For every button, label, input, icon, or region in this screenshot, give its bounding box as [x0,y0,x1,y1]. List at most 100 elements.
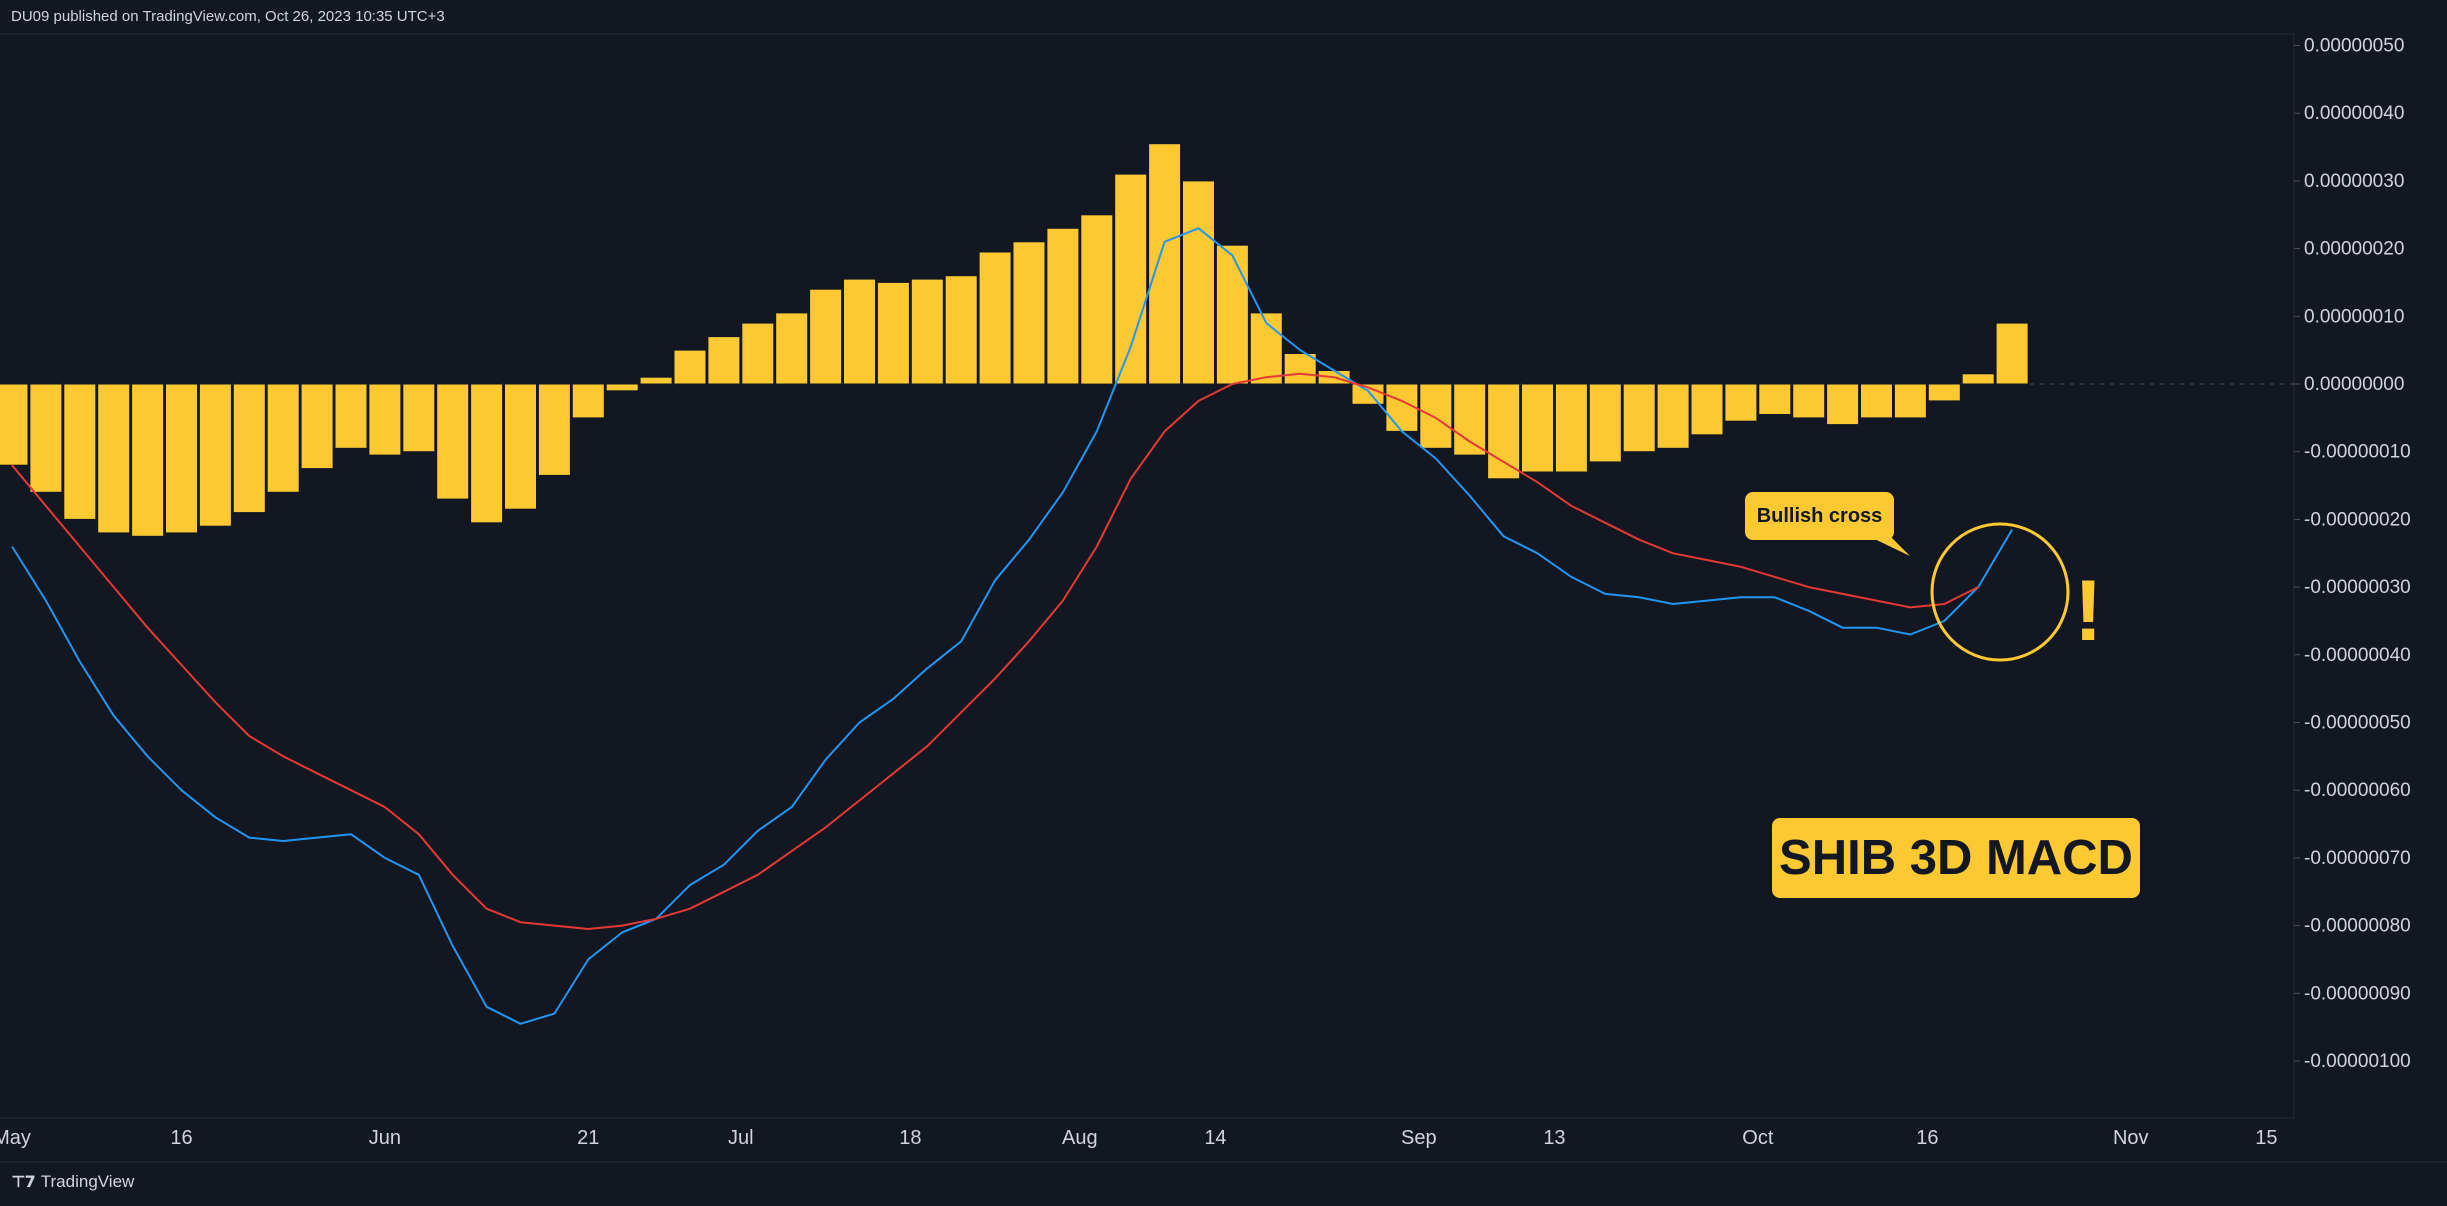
histogram-bar [1826,383,1860,426]
histogram-bar [741,322,775,385]
published-info: DU09 published on TradingView.com, Oct 2… [11,8,445,25]
histogram-bar [300,383,334,470]
histogram-bar [29,383,63,493]
y-tick-label: -0.00000040 [2304,645,2411,666]
x-tick-label: Aug [1062,1127,1098,1149]
histogram-bar [504,383,537,510]
bullish-cross-highlight-circle [1930,522,2070,662]
y-tick-label: 0.00000050 [2304,36,2404,57]
chart-title-box: SHIB 3D MACD [1772,818,2140,898]
x-tick-label: 14 [1204,1127,1226,1149]
y-tick-label: 0.00000030 [2304,171,2404,192]
x-tick-label: 13 [1543,1127,1565,1149]
histogram-bar [775,312,809,385]
exclamation-mark: ! [2074,563,2103,659]
histogram-bar [1249,312,1283,385]
histogram-bar [1114,173,1148,385]
histogram-bar [1283,353,1317,385]
x-tick-label: Sep [1401,1127,1437,1149]
histogram-bar [1215,244,1249,385]
y-tick-label: 0.00000020 [2304,239,2404,260]
y-tick-label: -0.00000050 [2304,713,2411,734]
histogram-bar [1961,373,1995,385]
histogram-bar [1758,383,1792,415]
y-tick-label: -0.00000030 [2304,577,2411,598]
tradingview-logo-icon: ⊤𝟳 [11,1174,36,1191]
histogram-bar [1453,383,1487,456]
tradingview-brand[interactable]: ⊤𝟳 TradingView [11,1172,134,1192]
histogram-bar [165,383,198,534]
histogram-bar [368,383,402,456]
histogram-bar [1995,322,2029,385]
y-tick-label: -0.00000070 [2304,848,2411,869]
histogram-bar [470,383,504,524]
histogram-bar [1080,214,1114,385]
histogram-bar [1893,383,1927,419]
histogram-bar [1622,383,1656,453]
histogram-bar [537,383,571,476]
histogram-bar [63,383,97,520]
histogram-bar [843,278,876,385]
histogram-bar [1588,383,1622,463]
x-tick-label: 21 [577,1127,599,1149]
histogram-bar [1554,383,1588,473]
x-tick-label: 16 [170,1127,192,1149]
histogram-bar [978,251,1012,385]
x-tick-label: 15 [2255,1127,2277,1149]
histogram-bar [436,383,470,500]
y-tick-label: 0.00000010 [2304,306,2404,327]
histogram-bar [1690,383,1724,436]
histogram-bar [1656,383,1690,449]
histogram-bar [673,349,707,385]
histogram-bar [1419,383,1453,449]
histogram-bar [1487,383,1521,480]
histogram-bar [1046,227,1080,385]
histogram-bar [402,383,436,453]
x-tick-label: Jul [728,1127,754,1149]
x-tick-label: Nov [2113,1127,2149,1149]
histogram-bar [0,383,29,466]
y-tick-label: -0.00000010 [2304,442,2411,463]
x-tick-label: 18 [899,1127,921,1149]
y-tick-label: -0.00000090 [2304,983,2411,1004]
histogram-bar [198,383,232,527]
histogram-bar [944,275,978,385]
histogram-bar [1521,383,1554,473]
histogram-bar [707,336,741,385]
histogram-bar [334,383,368,449]
histogram-bar [97,383,131,534]
y-tick-label: -0.00000080 [2304,916,2411,937]
price-axis: 0.00000050 0.00000040 0.00000030 0.00000020… [2294,36,2411,1072]
histogram-bar [571,383,605,419]
histogram-bar [876,281,910,385]
histogram-bar [131,383,165,537]
bullish-cross-callout: Bullish cross [1745,492,1894,540]
histogram-bar [1012,241,1046,385]
macd-lines [11,227,2013,1025]
chart-title: SHIB 3D MACD [1779,831,2133,885]
signal-line [11,372,1979,930]
callout-label: Bullish cross [1756,504,1883,527]
y-tick-label: -0.00000060 [2304,780,2411,801]
histogram-bar [910,278,944,385]
x-tick-label: Jun [369,1127,401,1149]
histogram-bars [0,143,2029,537]
time-axis: May 16 Jun 21 Jul 18 Aug 14 Sep 13 Oct 16 Nov 15 [0,1127,2277,1149]
histogram-bar [1927,383,1961,402]
histogram-bar [639,376,673,385]
y-tick-label: 0.00000000 [2304,374,2404,395]
histogram-bar [1182,180,1215,385]
x-tick-label: May [0,1127,31,1149]
histogram-bar [1792,383,1826,419]
y-tick-label: -0.00000020 [2304,509,2411,530]
brand-label: TradingView [40,1172,135,1191]
y-tick-label: -0.00000100 [2304,1051,2411,1072]
histogram-bar [809,288,843,385]
histogram-bar [1724,383,1758,422]
histogram-bar [1148,143,1182,385]
macd-line [11,227,2013,1025]
x-tick-label: Oct [1742,1127,1774,1149]
histogram-bar [266,383,300,493]
